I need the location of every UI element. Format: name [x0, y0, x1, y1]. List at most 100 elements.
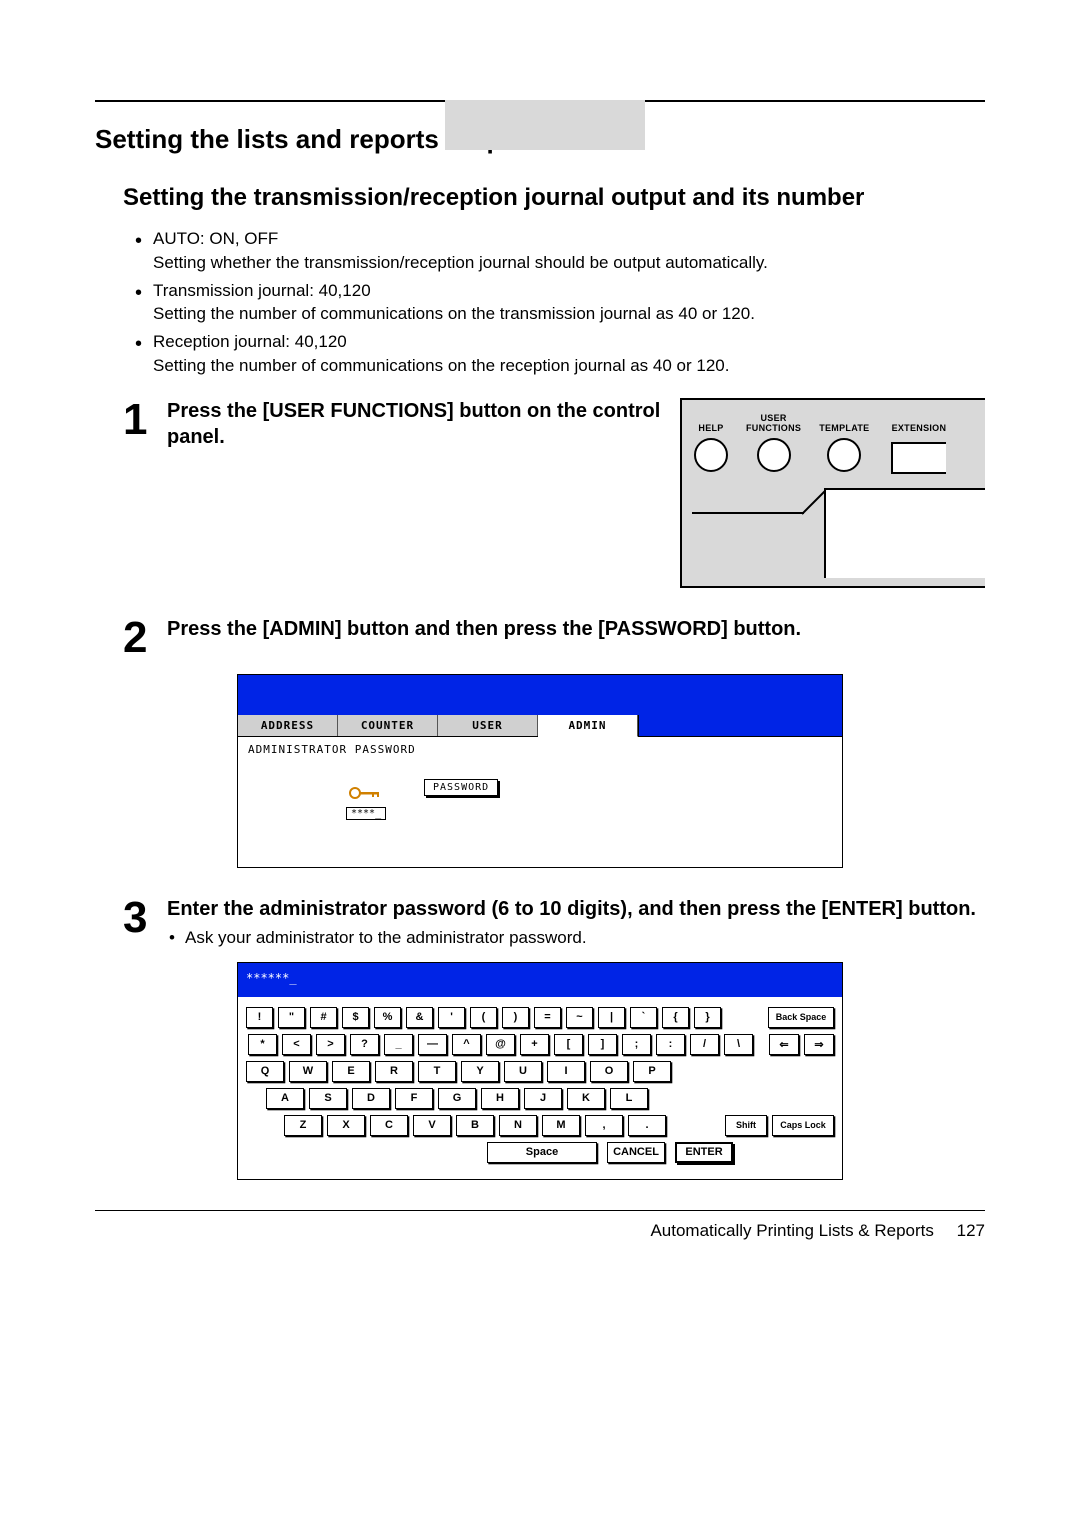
key[interactable]: ,	[585, 1115, 623, 1136]
backspace-key[interactable]: Back Space	[768, 1007, 834, 1028]
key[interactable]: ~	[566, 1007, 593, 1028]
key[interactable]: W	[289, 1061, 327, 1082]
key[interactable]: &	[406, 1007, 433, 1028]
keyboard-row-3: Q W E R T Y U I O P	[246, 1061, 834, 1082]
keyboard-row-4: A S D F G H J K L	[246, 1088, 834, 1109]
key-icon	[348, 785, 384, 801]
key[interactable]: <	[282, 1034, 311, 1055]
arrow-right-key[interactable]: ⇒	[804, 1034, 834, 1055]
extension-button[interactable]	[891, 442, 946, 474]
key[interactable]: $	[342, 1007, 369, 1028]
key[interactable]: #	[310, 1007, 337, 1028]
key[interactable]: [	[554, 1034, 583, 1055]
key[interactable]: M	[542, 1115, 580, 1136]
key[interactable]: \	[724, 1034, 753, 1055]
key[interactable]: U	[504, 1061, 542, 1082]
key[interactable]: (	[470, 1007, 497, 1028]
key[interactable]: _	[384, 1034, 413, 1055]
key[interactable]: L	[610, 1088, 648, 1109]
key[interactable]: J	[524, 1088, 562, 1109]
panel-label-user-functions: USER FUNCTIONS	[746, 412, 801, 434]
key[interactable]: A	[266, 1088, 304, 1109]
key[interactable]: `	[630, 1007, 657, 1028]
panel-label-help: HELP	[698, 412, 723, 434]
key[interactable]: K	[567, 1088, 605, 1109]
key[interactable]: R	[375, 1061, 413, 1082]
key[interactable]: G	[438, 1088, 476, 1109]
bullet-item: Transmission journal: 40,120 Setting the…	[153, 279, 985, 327]
key[interactable]: O	[590, 1061, 628, 1082]
key[interactable]: {	[662, 1007, 689, 1028]
key[interactable]: ?	[350, 1034, 379, 1055]
key[interactable]: >	[316, 1034, 345, 1055]
key[interactable]: =	[534, 1007, 561, 1028]
key[interactable]: C	[370, 1115, 408, 1136]
enter-key[interactable]: ENTER	[675, 1142, 733, 1163]
key[interactable]: *	[248, 1034, 277, 1055]
step-1-title: Press the [USER FUNCTIONS] button on the…	[167, 398, 668, 450]
keyboard-row-6: Space CANCEL ENTER	[246, 1142, 834, 1163]
key[interactable]: %	[374, 1007, 401, 1028]
shift-key[interactable]: Shift	[725, 1115, 767, 1136]
key[interactable]: ;	[622, 1034, 651, 1055]
page-tab-marker	[445, 100, 645, 150]
arrow-left-key[interactable]: ⇐	[769, 1034, 799, 1055]
panel-label-template: TEMPLATE	[819, 412, 869, 434]
user-functions-button[interactable]	[757, 438, 791, 472]
admin-screen-figure: ADDRESS COUNTER USER ADMIN ADMINISTRATOR…	[237, 674, 843, 868]
key[interactable]: —	[418, 1034, 447, 1055]
capslock-key[interactable]: Caps Lock	[772, 1115, 834, 1136]
key[interactable]: P	[633, 1061, 671, 1082]
key[interactable]: +	[520, 1034, 549, 1055]
space-key[interactable]: Space	[487, 1142, 597, 1163]
tab-address[interactable]: ADDRESS	[238, 715, 338, 736]
key[interactable]: "	[278, 1007, 305, 1028]
keyboard-row-5: Z X C V B N M , . Shift Caps Lock	[246, 1115, 834, 1136]
key[interactable]: D	[352, 1088, 390, 1109]
step-number-1: 1	[123, 398, 167, 442]
key[interactable]: :	[656, 1034, 685, 1055]
keyboard-row-1: ! " # $ % & ' ( ) = ~ | ` { } Back Space	[246, 1007, 834, 1028]
step-3-note: Ask your administrator to the administra…	[185, 928, 985, 948]
key[interactable]: |	[598, 1007, 625, 1028]
key[interactable]: ]	[588, 1034, 617, 1055]
description-list: AUTO: ON, OFF Setting whether the transm…	[153, 227, 985, 378]
control-panel-figure: HELP USER FUNCTIONS TEMPLATE EXTENSION	[680, 398, 985, 588]
cancel-key[interactable]: CANCEL	[607, 1142, 665, 1163]
key[interactable]: )	[502, 1007, 529, 1028]
tab-admin[interactable]: ADMIN	[538, 715, 638, 737]
keyboard-input-display: ******_	[238, 963, 842, 997]
key[interactable]: B	[456, 1115, 494, 1136]
key[interactable]: Y	[461, 1061, 499, 1082]
password-button[interactable]: PASSWORD	[424, 779, 498, 796]
password-value: ****_	[346, 807, 386, 820]
page-footer: Automatically Printing Lists & Reports 1…	[95, 1211, 985, 1241]
key[interactable]: '	[438, 1007, 465, 1028]
key[interactable]: E	[332, 1061, 370, 1082]
key[interactable]: N	[499, 1115, 537, 1136]
tab-user[interactable]: USER	[438, 715, 538, 736]
key[interactable]: F	[395, 1088, 433, 1109]
key[interactable]: X	[327, 1115, 365, 1136]
key[interactable]: .	[628, 1115, 666, 1136]
key[interactable]: @	[486, 1034, 515, 1055]
subsection-heading: Setting the transmission/reception journ…	[123, 183, 985, 213]
key[interactable]: S	[309, 1088, 347, 1109]
key[interactable]: I	[547, 1061, 585, 1082]
key[interactable]: /	[690, 1034, 719, 1055]
page-number: 127	[957, 1221, 985, 1240]
tab-counter[interactable]: COUNTER	[338, 715, 438, 736]
key[interactable]: !	[246, 1007, 273, 1028]
key[interactable]: }	[694, 1007, 721, 1028]
keyboard-screen-figure: ******_ ! " # $ % & ' ( ) = ~ | ` { } Ba…	[237, 962, 843, 1180]
key[interactable]: H	[481, 1088, 519, 1109]
template-button[interactable]	[827, 438, 861, 472]
key[interactable]: Q	[246, 1061, 284, 1082]
keyboard-row-2: * < > ? _ — ^ @ + [ ] ; : / \ ⇐ ⇒	[246, 1034, 834, 1055]
step-number-3: 3	[123, 896, 167, 940]
key[interactable]: T	[418, 1061, 456, 1082]
key[interactable]: ^	[452, 1034, 481, 1055]
help-button[interactable]	[694, 438, 728, 472]
key[interactable]: Z	[284, 1115, 322, 1136]
key[interactable]: V	[413, 1115, 451, 1136]
